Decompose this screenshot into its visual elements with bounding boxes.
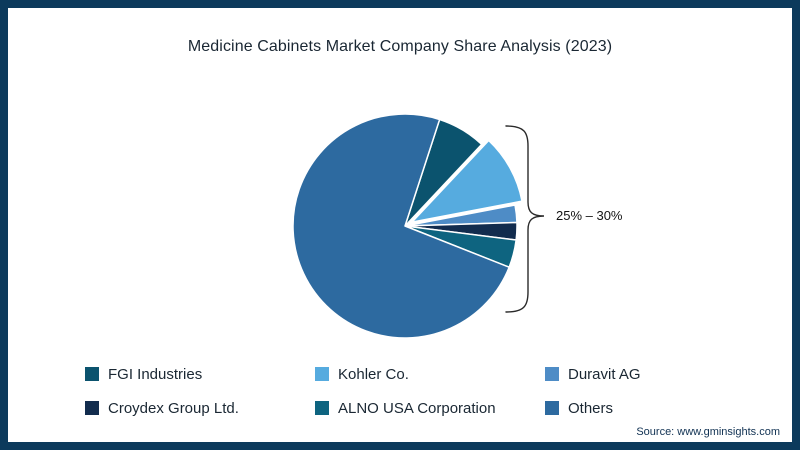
pie-slice-kohler-co- — [411, 139, 523, 223]
legend-label: ALNO USA Corporation — [338, 399, 496, 417]
legend: FGI Industries Kohler Co. Duravit AG Cro… — [85, 360, 641, 422]
pie-slice-others — [292, 113, 510, 339]
legend-label: Kohler Co. — [338, 365, 409, 383]
legend-item: Kohler Co. — [315, 360, 545, 388]
legend-item: FGI Industries — [85, 360, 315, 388]
annotation-bracket — [505, 125, 545, 313]
legend-swatch-fgi-industries — [85, 367, 99, 381]
legend-swatch-duravit-ag — [545, 367, 559, 381]
legend-item: ALNO USA Corporation — [315, 394, 545, 422]
legend-label: Croydex Group Ltd. — [108, 399, 239, 417]
annotation-label: 25% – 30% — [556, 208, 623, 223]
source-text: Source: www.gminsights.com — [636, 426, 780, 438]
chart-title: Medicine Cabinets Market Company Share A… — [187, 38, 613, 55]
pie-slices — [292, 113, 523, 339]
legend-label: Others — [568, 399, 614, 417]
legend-swatch-alno-usa — [315, 401, 329, 415]
pie-chart — [292, 113, 545, 339]
legend-swatch-kohler-co — [315, 367, 329, 381]
legend-label: Duravit AG — [568, 365, 641, 383]
legend-item: Duravit AG — [545, 360, 641, 388]
legend-item: Croydex Group Ltd. — [85, 394, 315, 422]
legend-swatch-others — [545, 401, 559, 415]
legend-swatch-croydex-group — [85, 401, 99, 415]
legend-item: Others — [545, 394, 641, 422]
legend-label: FGI Industries — [108, 365, 203, 383]
